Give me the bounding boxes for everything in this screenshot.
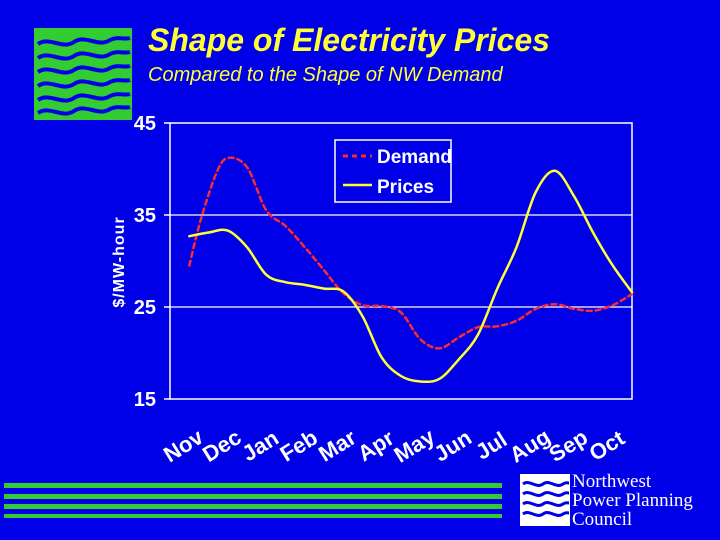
plot-area: 15 25 35 45 NovDecJanFebMarAprMayJunJulAugS… bbox=[111, 113, 634, 468]
series-line-prices bbox=[188, 169, 634, 384]
y-tick-labels: 15 25 35 45 bbox=[134, 113, 170, 411]
logo-line-1: Northwest bbox=[572, 471, 652, 492]
logo-line-2: Power Planning bbox=[572, 490, 693, 511]
gridlines bbox=[170, 214, 632, 308]
decorative-bars bbox=[4, 483, 502, 518]
slide-title: Shape of Electricity Prices bbox=[148, 22, 550, 58]
legend-box bbox=[334, 139, 452, 203]
plot-frame bbox=[169, 122, 633, 400]
legend-demand-label: Demand bbox=[377, 147, 452, 168]
legend-prices-label: Prices bbox=[377, 177, 434, 198]
council-wave-icon bbox=[520, 474, 570, 526]
x-tick-label: Jun bbox=[430, 425, 476, 467]
wave-logo-icon bbox=[34, 28, 132, 120]
series-layer bbox=[188, 156, 634, 384]
x-tick-label: Oct bbox=[585, 425, 630, 466]
y-axis-label: $/MW-hour bbox=[111, 216, 128, 307]
y-tick-label: 35 bbox=[134, 205, 156, 227]
legend: Demand Prices bbox=[334, 139, 452, 203]
y-tick-label: 25 bbox=[134, 297, 156, 319]
logo-line-3: Council bbox=[572, 509, 633, 530]
series-line-demand bbox=[188, 156, 634, 350]
y-tick-label: 15 bbox=[134, 389, 156, 411]
slide-subtitle: Compared to the Shape of NW Demand bbox=[148, 64, 503, 86]
y-tick-label: 45 bbox=[134, 113, 156, 135]
